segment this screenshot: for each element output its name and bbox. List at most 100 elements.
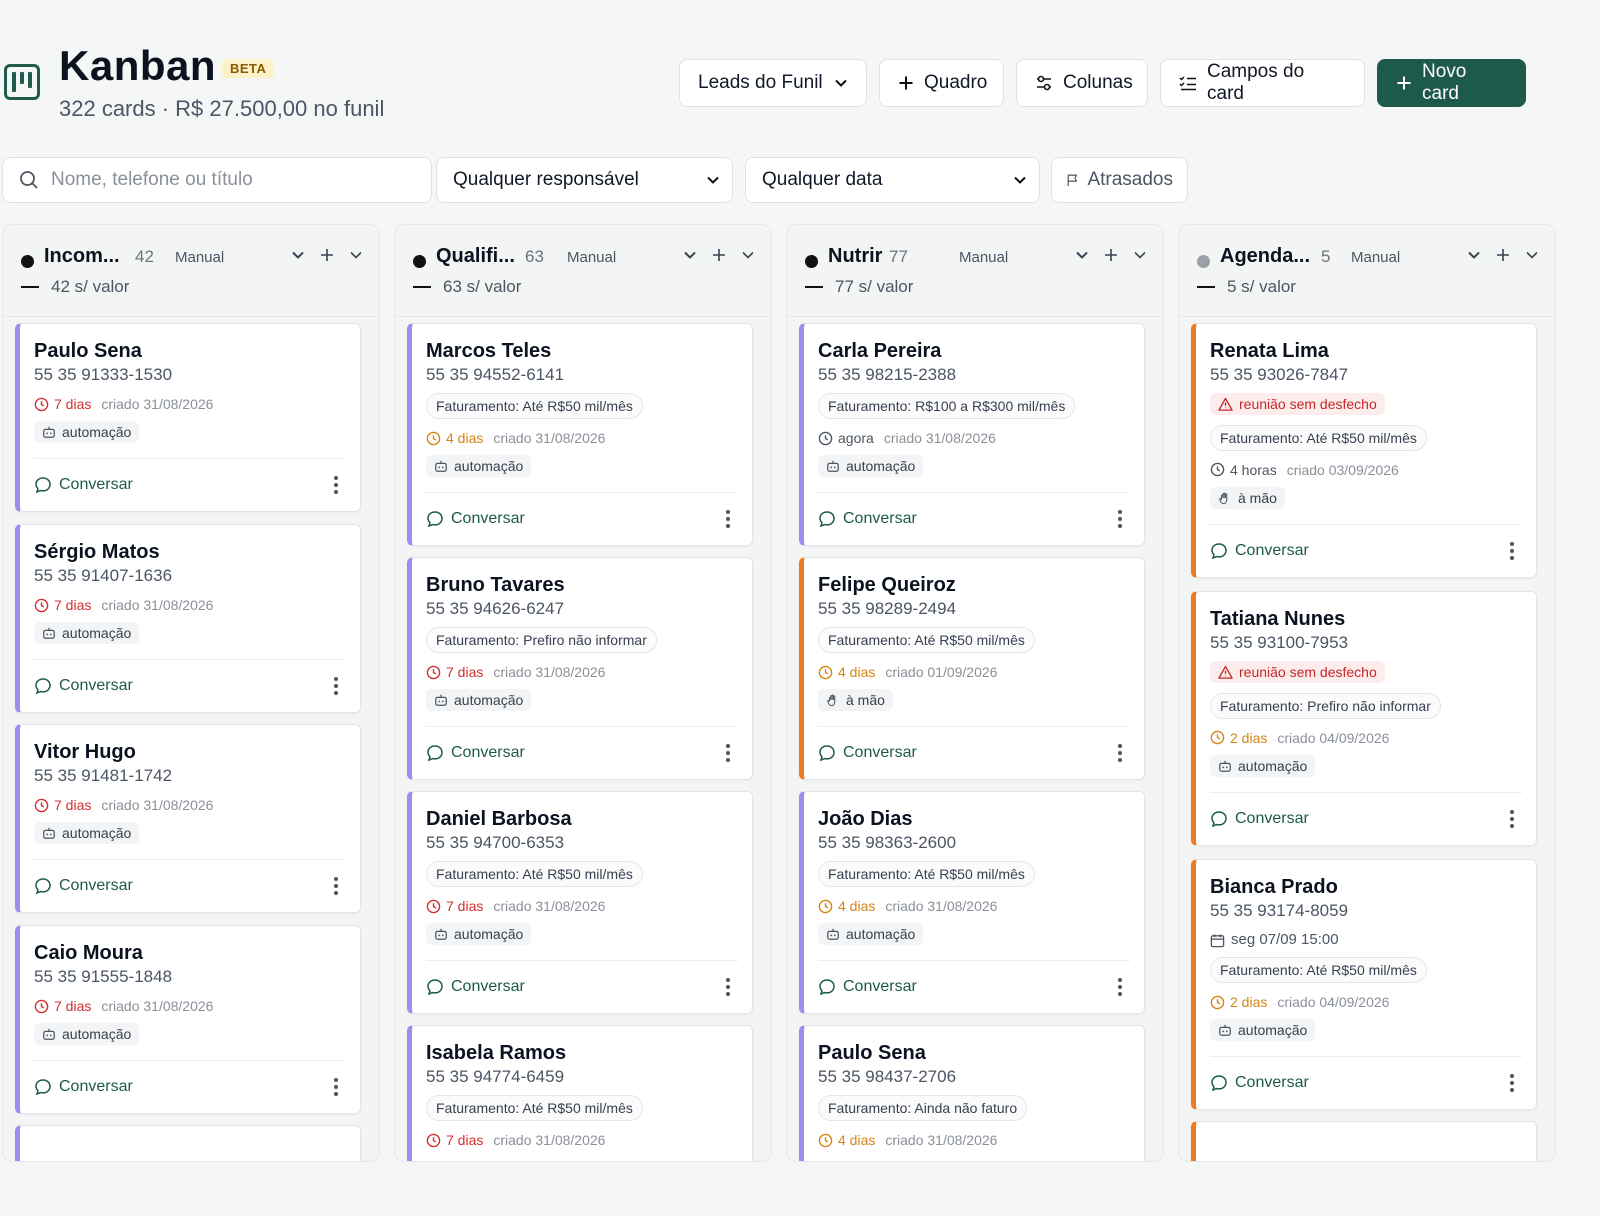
clock-icon	[34, 999, 49, 1013]
chat-button[interactable]: Conversar	[426, 510, 525, 528]
search-box	[2, 157, 432, 203]
columns-button[interactable]: Colunas	[1016, 59, 1148, 107]
collapse-chevron-icon[interactable]	[349, 248, 363, 262]
add-board-button[interactable]: Quadro	[879, 59, 1004, 107]
lead-card[interactable]: Caio Moura 55 35 91555-1848 7 dias criado…	[15, 925, 361, 1114]
board-select[interactable]: Leads do Funil	[679, 59, 867, 107]
clock-icon	[1210, 462, 1225, 477]
card-fields-button[interactable]: Campos do card	[1160, 59, 1365, 107]
more-options-icon[interactable]	[326, 877, 346, 895]
lead-card[interactable]: Isabela Ramos 55 35 94774-6459 Faturamen…	[407, 1025, 753, 1161]
hand-icon	[1219, 492, 1228, 504]
lead-created: criado 04/09/2026	[1277, 729, 1390, 746]
revenue-tag: Faturamento: Até R$50 mil/mês	[818, 861, 1035, 887]
lead-phone: 55 35 98363-2600	[818, 833, 957, 852]
date-select[interactable]: Qualquer data	[745, 157, 1040, 203]
lead-created: criado 31/08/2026	[101, 396, 214, 412]
more-options-icon[interactable]	[326, 1078, 346, 1096]
hand-icon	[827, 694, 836, 707]
chat-button[interactable]: Conversar	[818, 510, 917, 528]
new-card-button[interactable]: Novo card	[1377, 59, 1526, 107]
more-options-icon[interactable]	[1110, 744, 1130, 762]
lead-card[interactable]: Marcos Teles 55 35 94552-6141 Faturament…	[407, 323, 753, 546]
chat-button[interactable]: Conversar	[34, 877, 133, 895]
sort-chevron-icon[interactable]	[291, 248, 305, 262]
add-card-icon[interactable]	[319, 247, 335, 263]
lead-age: 4 dias	[838, 664, 876, 680]
lead-card[interactable]: João Dias 55 35 98363-2600 Faturamento: …	[799, 791, 1145, 1014]
lead-name: Tatiana Nunes	[1210, 608, 1346, 630]
lead-name: Marcos Teles	[426, 340, 552, 362]
lead-card[interactable]: Daniel Barbosa 55 35 94700-6353 Faturame…	[407, 791, 753, 1014]
alert-label: reunião sem desfecho	[1239, 396, 1377, 412]
origin-label: automação	[1238, 757, 1308, 774]
lead-phone: 55 35 91407-1636	[34, 566, 173, 585]
lead-card[interactable]	[15, 1125, 361, 1161]
more-options-icon[interactable]	[326, 677, 346, 695]
lead-card[interactable]: Vitor Hugo 55 35 91481-1742 7 dias criado…	[15, 724, 361, 913]
search-input[interactable]	[51, 169, 411, 191]
chat-bubble-icon	[1211, 810, 1227, 827]
lead-age: 7 dias	[54, 998, 92, 1014]
lead-card[interactable]: Bruno Tavares 55 35 94626-6247 Faturamen…	[407, 557, 753, 780]
more-options-icon[interactable]	[718, 510, 738, 528]
beta-badge: BETA	[222, 59, 275, 78]
lead-card[interactable]: Paulo Sena 55 35 98437-2706 Faturamento:…	[799, 1025, 1145, 1161]
chat-button[interactable]: Conversar	[1210, 810, 1309, 828]
column-nurture: Nutrir 77 Manual 77 s/ valor Carla Perei…	[786, 224, 1164, 1162]
late-filter-button[interactable]: Atrasados	[1051, 157, 1188, 203]
collapse-chevron-icon[interactable]	[1525, 248, 1539, 262]
clock-icon	[1210, 730, 1225, 745]
lead-card[interactable]: Carla Pereira 55 35 98215-2388 Faturamen…	[799, 323, 1145, 546]
more-options-icon[interactable]	[326, 476, 346, 494]
chevron-down-icon	[707, 176, 719, 184]
lead-name: Felipe Queiroz	[818, 574, 956, 596]
chat-button[interactable]: Conversar	[34, 1078, 133, 1096]
page-header: Kanban BETA 322 cards · R$ 27.500,00 no …	[0, 40, 1560, 130]
lead-card[interactable]: Sérgio Matos 55 35 91407-1636 7 dias cria…	[15, 524, 361, 713]
lead-created: criado 31/08/2026	[885, 1132, 998, 1148]
collapse-chevron-icon[interactable]	[1133, 248, 1147, 262]
more-options-icon[interactable]	[1502, 541, 1522, 560]
origin-label: automação	[454, 692, 524, 708]
more-options-icon[interactable]	[1502, 809, 1522, 828]
collapse-chevron-icon[interactable]	[741, 248, 755, 262]
lead-card[interactable]: Renata Lima 55 35 93026-7847 reunião sem…	[1191, 323, 1537, 578]
sort-chevron-icon[interactable]	[1075, 248, 1089, 262]
lead-card[interactable]: Bianca Prado 55 35 93174-8059 seg 07/09 …	[1191, 859, 1537, 1110]
more-options-icon[interactable]	[1502, 1074, 1522, 1092]
chat-button[interactable]: Conversar	[34, 677, 133, 695]
sort-chevron-icon[interactable]	[1467, 248, 1481, 262]
responsible-select[interactable]: Qualquer responsável	[436, 157, 733, 203]
lead-card[interactable]	[1191, 1121, 1537, 1161]
robot-icon	[827, 928, 839, 940]
more-options-icon[interactable]	[718, 978, 738, 996]
column-title: Qualifi...	[436, 245, 515, 267]
lead-card[interactable]: Tatiana Nunes 55 35 93100-7953 reunião s…	[1191, 591, 1537, 846]
column-summary: 5 s/ valor	[1227, 277, 1296, 296]
lead-card[interactable]: Paulo Sena 55 35 91333-1530 7 dias criado…	[15, 323, 361, 512]
chat-button[interactable]: Conversar	[426, 978, 525, 996]
robot-icon	[43, 827, 55, 839]
chevron-down-icon	[1014, 176, 1026, 184]
lead-card[interactable]: Felipe Queiroz 55 35 98289-2494 Faturame…	[799, 557, 1145, 780]
sort-chevron-icon[interactable]	[683, 248, 697, 262]
chat-button[interactable]: Conversar	[34, 476, 133, 494]
lead-created: criado 31/08/2026	[101, 797, 214, 813]
chat-button[interactable]: Conversar	[1210, 542, 1309, 560]
chat-button[interactable]: Conversar	[426, 744, 525, 762]
chat-button[interactable]: Conversar	[1210, 1074, 1309, 1092]
chat-button[interactable]: Conversar	[818, 744, 917, 762]
add-card-icon[interactable]	[711, 247, 727, 263]
add-card-icon[interactable]	[1103, 247, 1119, 263]
lead-phone: 55 35 93026-7847	[1210, 365, 1349, 384]
lead-name: Bruno Tavares	[426, 574, 565, 596]
chat-label: Conversar	[1235, 541, 1309, 559]
more-options-icon[interactable]	[718, 744, 738, 762]
lead-name: Paulo Sena	[34, 340, 142, 362]
add-card-icon[interactable]	[1495, 247, 1511, 263]
more-options-icon[interactable]	[1110, 510, 1130, 528]
chat-button[interactable]: Conversar	[818, 978, 917, 996]
column-mode: Manual	[567, 249, 617, 266]
more-options-icon[interactable]	[1110, 978, 1130, 996]
